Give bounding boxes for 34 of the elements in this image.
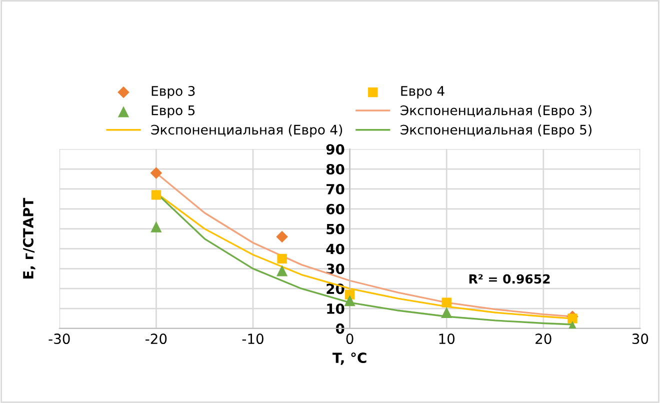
x-tick-label: 0 bbox=[346, 334, 354, 344]
y-tick-label: 90 bbox=[326, 144, 344, 155]
annotation: R² = 0.9652 bbox=[469, 274, 550, 284]
point bbox=[276, 230, 288, 243]
y-tick-label: 10 bbox=[327, 303, 344, 314]
x-tick-label: -30 bbox=[48, 334, 70, 344]
point bbox=[150, 221, 162, 232]
point bbox=[277, 254, 287, 264]
legend-label: Евро 3 bbox=[152, 86, 195, 98]
legend-label: Экспоненциальная (Евро 5) bbox=[400, 124, 592, 138]
point bbox=[150, 167, 162, 179]
point bbox=[441, 306, 452, 318]
legend-label: Экспоненциальная (Евро 4) bbox=[151, 124, 342, 138]
y-axis-title: E, г/СТАРТ bbox=[22, 198, 36, 278]
x-tick-label: 30 bbox=[632, 334, 648, 344]
x-axis-title: T, °C bbox=[332, 352, 366, 365]
point bbox=[568, 314, 578, 324]
legend-label: Экспоненциальная (Евро 3) bbox=[400, 105, 592, 118]
y-tick-label: 40 bbox=[326, 244, 344, 254]
x-tick-label: 10 bbox=[439, 334, 455, 344]
x-tick-label: -20 bbox=[146, 334, 167, 344]
y-tick-label: 30 bbox=[326, 264, 344, 274]
legend-label: Евро 5 bbox=[152, 106, 195, 118]
y-tick-label: 50 bbox=[326, 224, 344, 234]
point bbox=[276, 265, 288, 276]
y-tick-label: 80 bbox=[326, 164, 344, 175]
point bbox=[344, 294, 356, 306]
y-tick-label: 70 bbox=[326, 184, 344, 194]
legend-label: Евро 4 bbox=[401, 86, 444, 98]
point bbox=[151, 190, 162, 200]
x-tick-label: -10 bbox=[242, 334, 264, 344]
point bbox=[442, 298, 452, 308]
y-tick-label: 60 bbox=[326, 204, 344, 214]
x-tick-label: 20 bbox=[536, 334, 552, 344]
